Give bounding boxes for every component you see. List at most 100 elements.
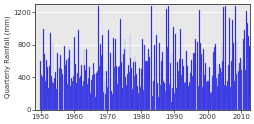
Bar [135,62,136,110]
Bar [246,23,247,110]
Bar [237,71,238,110]
Bar [159,85,160,110]
Bar [145,61,146,110]
Bar [105,94,106,110]
Bar [148,57,149,110]
Bar [98,76,99,110]
Bar [184,82,185,110]
Bar [126,74,128,110]
Bar [146,61,147,110]
Bar [220,72,221,110]
Bar [183,83,184,110]
Bar [62,78,63,110]
Bar [157,97,158,110]
Bar [54,78,55,110]
Bar [223,85,224,110]
Bar [49,65,50,110]
Bar [74,37,75,110]
Bar [193,53,194,110]
Bar [163,83,164,110]
Bar [115,39,116,110]
Bar [142,90,143,110]
Bar [111,91,112,110]
Bar [179,29,180,110]
Bar [218,63,219,110]
Bar [139,91,140,110]
Bar [48,88,49,110]
Bar [208,67,209,110]
Bar [109,78,110,110]
Bar [225,86,226,110]
Bar [165,50,166,110]
Bar [205,82,206,110]
Bar [243,30,244,110]
Bar [185,52,186,110]
Bar [188,82,189,110]
Bar [242,39,243,110]
Bar [92,63,93,110]
Bar [154,84,155,110]
Bar [198,10,199,110]
Bar [132,62,133,110]
Bar [158,43,159,110]
Bar [64,46,65,110]
Bar [178,59,179,110]
Bar [191,60,192,110]
Bar [121,62,122,110]
Bar [103,72,104,110]
Bar [59,68,60,110]
Bar [44,54,45,110]
Bar [143,46,144,110]
Bar [63,80,64,110]
Bar [69,50,70,110]
Bar [197,86,198,110]
Bar [212,52,213,110]
Bar [58,92,59,110]
Bar [77,30,78,110]
Bar [248,46,249,110]
Bar [43,29,44,110]
Bar [231,92,232,110]
Bar [53,83,54,110]
Bar [226,98,227,110]
Bar [168,84,169,110]
Bar [55,72,56,110]
Bar [84,65,85,110]
Bar [200,54,201,110]
Bar [85,70,86,110]
Bar [141,39,142,110]
Bar [123,49,124,110]
Y-axis label: Quarterly Rainfall (mm): Quarterly Rainfall (mm) [4,16,11,98]
Bar [70,86,71,110]
Bar [162,81,163,110]
Bar [78,70,79,110]
Bar [106,71,107,110]
Bar [228,18,229,110]
Bar [167,6,168,110]
Bar [90,93,91,110]
Bar [241,61,242,110]
Bar [117,67,118,110]
Bar [80,76,81,110]
Bar [102,92,103,110]
Bar [93,67,94,110]
Bar [153,45,154,110]
Bar [174,34,175,110]
Bar [235,74,236,110]
Bar [189,73,190,110]
Bar [138,68,139,110]
Bar [75,64,76,110]
Bar [206,67,207,110]
Bar [244,70,245,110]
Bar [83,50,84,110]
Bar [113,67,114,110]
Bar [136,74,137,110]
Bar [87,78,88,110]
Bar [86,49,87,110]
Bar [181,75,182,110]
Bar [190,70,191,110]
Bar [172,27,173,110]
Bar [156,83,157,110]
Bar [133,76,134,110]
Bar [202,49,203,110]
